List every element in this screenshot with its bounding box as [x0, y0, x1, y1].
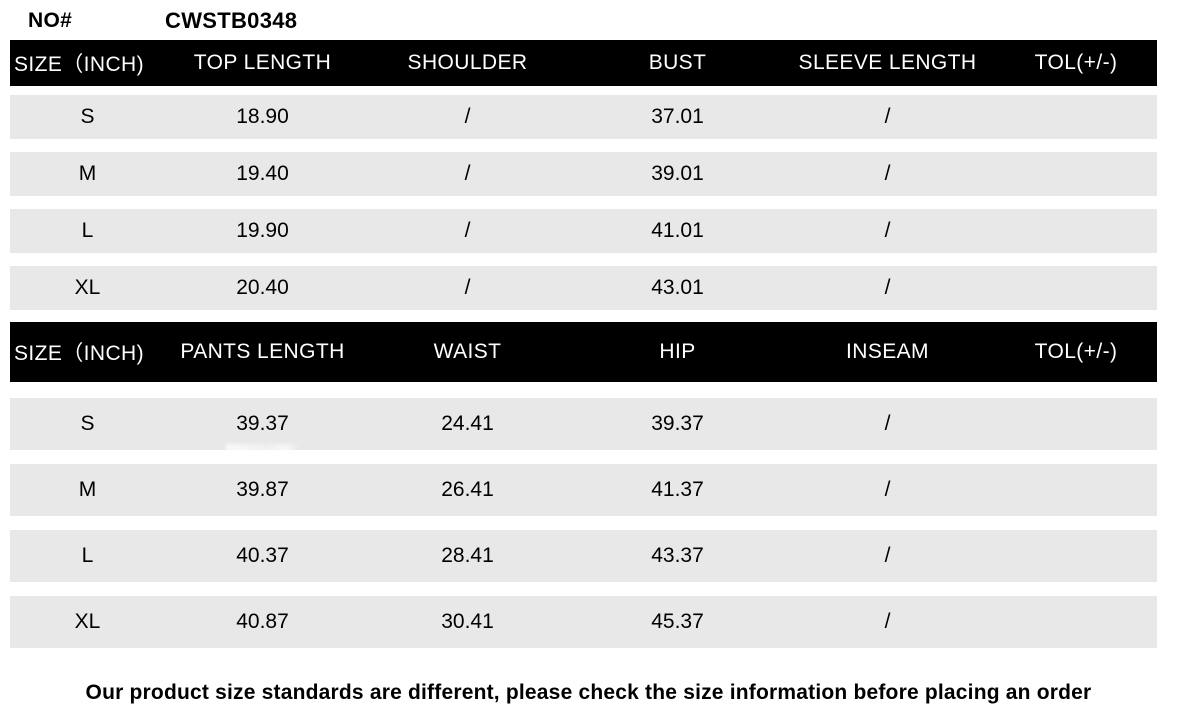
bottom-table-header-row: SIZE（INCH) PANTS LENGTH WAIST HIP INSEAM…: [10, 322, 1157, 382]
measurement-value: /: [884, 544, 891, 567]
measurement-value: /: [884, 105, 891, 128]
size-label: M: [78, 162, 97, 185]
table-row-m: M 39.87 26.41 41.37 /: [10, 464, 1157, 516]
product-code: CWSTB0348: [165, 8, 298, 33]
measurement-value: 24.41: [441, 412, 494, 435]
measurement-value: /: [464, 105, 471, 128]
measurement-value: /: [464, 162, 471, 185]
column-header-tolerance: TOL(+/-): [1034, 51, 1118, 74]
measurement-value: 39.01: [651, 162, 704, 185]
measurement-value: /: [884, 219, 891, 242]
measurement-value: 19.90: [236, 219, 289, 242]
bottom-size-table: SIZE（INCH) PANTS LENGTH WAIST HIP INSEAM…: [10, 322, 1157, 662]
size-label: XL: [74, 276, 101, 299]
bottom-table-rows: S 39.37 24.41 39.37 / M 39.87 26.41 41.3…: [10, 398, 1157, 648]
measurement-value: 45.37: [651, 610, 704, 633]
measurement-value: 39.37: [651, 412, 704, 435]
measurement-value: /: [884, 412, 891, 435]
table-row-l: L 19.90 / 41.01 /: [10, 209, 1157, 253]
column-header-top-length: TOP LENGTH: [193, 51, 332, 74]
measurement-value: 43.37: [651, 544, 704, 567]
column-header-size: SIZE（INCH): [14, 53, 144, 76]
column-header-bust: BUST: [648, 51, 707, 74]
top-size-table: SIZE（INCH) TOP LENGTH SHOULDER BUST SLEE…: [10, 40, 1157, 323]
measurement-value: 41.01: [651, 219, 704, 242]
footer-note: Our product size standards are different…: [85, 681, 1092, 704]
measurement-value: /: [884, 478, 891, 501]
table-row-s: S 39.37 24.41 39.37 /: [10, 398, 1157, 450]
table-row-xl: XL 20.40 / 43.01 /: [10, 266, 1157, 310]
measurement-value: 39.37: [236, 412, 289, 435]
table-row-s: S 18.90 / 37.01 /: [10, 95, 1157, 139]
size-label: L: [81, 544, 94, 567]
size-label: L: [81, 219, 94, 242]
measurement-value: 41.37: [651, 478, 704, 501]
measurement-value: /: [464, 276, 471, 299]
measurement-value: 39.87: [236, 478, 289, 501]
measurement-value: 43.01: [651, 276, 704, 299]
measurement-value: 40.87: [236, 610, 289, 633]
measurement-value: /: [464, 219, 471, 242]
column-header-inseam: INSEAM: [846, 340, 929, 363]
table-row-m: M 19.40 / 39.01 /: [10, 152, 1157, 196]
top-table-header-row: SIZE（INCH) TOP LENGTH SHOULDER BUST SLEE…: [10, 40, 1157, 86]
size-label: XL: [74, 610, 101, 633]
column-header-pants-length: PANTS LENGTH: [180, 340, 345, 363]
measurement-value: 18.90: [236, 105, 289, 128]
measurement-value: 19.40: [236, 162, 289, 185]
measurement-value: 20.40: [236, 276, 289, 299]
table-row-xl: XL 40.87 30.41 45.37 /: [10, 596, 1157, 648]
measurement-value: 37.01: [651, 105, 704, 128]
size-label: S: [80, 105, 95, 128]
size-label: S: [80, 412, 95, 435]
measurement-value: 26.41: [441, 478, 494, 501]
measurement-value: /: [884, 162, 891, 185]
measurement-value: 40.37: [236, 544, 289, 567]
top-table-rows: S 18.90 / 37.01 / M 19.40 / 39.01 / L 19…: [10, 95, 1157, 310]
column-header-shoulder: SHOULDER: [407, 51, 528, 74]
no-label: NO#: [28, 9, 73, 32]
size-label: M: [78, 478, 97, 501]
measurement-value: 28.41: [441, 544, 494, 567]
measurement-value: 30.41: [441, 610, 494, 633]
measurement-value: /: [884, 610, 891, 633]
column-header-waist: WAIST: [433, 340, 502, 363]
table-row-l: L 40.37 28.41 43.37 /: [10, 530, 1157, 582]
column-header-tolerance: TOL(+/-): [1034, 340, 1118, 363]
column-header-sleeve-length: SLEEVE LENGTH: [798, 51, 977, 74]
measurement-value: /: [884, 276, 891, 299]
column-header-hip: HIP: [659, 340, 696, 363]
column-header-size: SIZE（INCH): [14, 342, 144, 365]
